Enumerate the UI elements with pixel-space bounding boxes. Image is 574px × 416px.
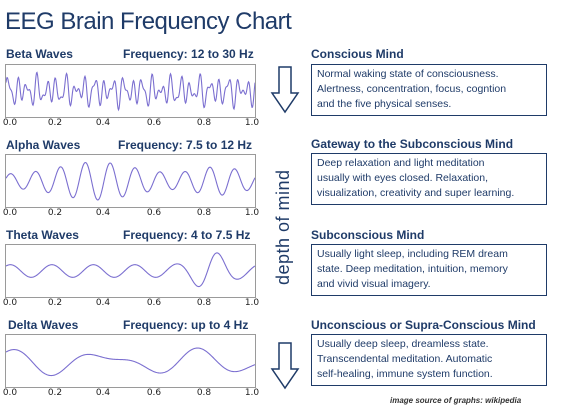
down-arrow-icon bbox=[270, 66, 300, 114]
tick-label: 0.0 bbox=[2, 388, 18, 398]
tick-label: 0.6 bbox=[146, 388, 162, 398]
section-box-subconscious: Usually light sleep, including REM dream… bbox=[311, 244, 547, 296]
description-line: visualization, creativity and super lear… bbox=[317, 187, 515, 199]
description-line: usually with eyes closed. Relaxation, bbox=[317, 172, 489, 184]
beta-waves-label: Beta Waves bbox=[6, 47, 73, 61]
tick-label: 1.0 bbox=[244, 208, 260, 218]
depth-of-mind-label: depth of mind bbox=[273, 169, 293, 285]
tick-label: 0.4 bbox=[95, 118, 111, 128]
alpha-wave-graph bbox=[5, 161, 256, 201]
description-line: Alertness, concentration, focus, cogntio… bbox=[317, 83, 507, 95]
description-line: Normal waking state of consciousness. bbox=[317, 68, 499, 80]
down-arrow-icon bbox=[270, 342, 300, 390]
tick-label: 0.2 bbox=[47, 388, 63, 398]
description-line: Usually light sleep, including REM dream bbox=[317, 248, 508, 260]
section-title-gateway: Gateway to the Subconscious Mind bbox=[311, 137, 514, 151]
tick-label: 0.4 bbox=[95, 388, 111, 398]
tick-label: 1.0 bbox=[244, 298, 260, 308]
tick-label: 0.8 bbox=[196, 388, 212, 398]
beta-wave-line bbox=[5, 71, 256, 112]
tick-label: 0.8 bbox=[196, 298, 212, 308]
description-line: state. Deep meditation, intuition, memor… bbox=[317, 263, 508, 275]
tick-label: 1.0 bbox=[244, 388, 260, 398]
tick-label: 0.2 bbox=[47, 118, 63, 128]
alpha-wave-line bbox=[5, 161, 256, 201]
description-line: Usually deep sleep, dreamless state. bbox=[317, 338, 489, 350]
delta-wave-plot bbox=[5, 334, 256, 388]
beta-frequency-label: Frequency: 12 to 30 Hz bbox=[123, 47, 254, 61]
section-box-unconscious: Usually deep sleep, dreamless state. Tra… bbox=[311, 334, 547, 386]
delta-waves-label: Delta Waves bbox=[8, 318, 79, 332]
description-line: self-healing, immune system function. bbox=[317, 368, 493, 380]
image-source-note: image source of graphs: wikipedia bbox=[390, 396, 522, 405]
description-line: Deep relaxation and light meditation bbox=[317, 157, 485, 169]
tick-label: 0.4 bbox=[95, 298, 111, 308]
theta-wave-line bbox=[5, 252, 256, 288]
beta-wave-graph bbox=[5, 71, 256, 112]
tick-label: 0.4 bbox=[95, 208, 111, 218]
theta-waves-label: Theta Waves bbox=[6, 228, 79, 242]
theta-x-ticks: 0.0 0.2 0.4 0.6 0.8 1.0 bbox=[0, 298, 270, 310]
tick-label: 0.6 bbox=[146, 118, 162, 128]
tick-label: 0.6 bbox=[146, 208, 162, 218]
section-box-gateway: Deep relaxation and light meditation usu… bbox=[311, 153, 547, 205]
tick-label: 0.0 bbox=[2, 298, 18, 308]
alpha-waves-label: Alpha Waves bbox=[6, 138, 81, 152]
tick-label: 0.6 bbox=[146, 298, 162, 308]
delta-wave-graph bbox=[5, 347, 256, 377]
section-box-conscious: Normal waking state of consciousness. Al… bbox=[311, 64, 547, 116]
section-title-subconscious: Subconscious Mind bbox=[311, 228, 425, 242]
section-title-conscious: Conscious Mind bbox=[311, 47, 404, 61]
delta-x-ticks: 0.0 0.2 0.4 0.6 0.8 1.0 bbox=[0, 388, 270, 400]
section-title-unconscious: Unconscious or Supra-Conscious Mind bbox=[311, 318, 536, 332]
tick-label: 0.0 bbox=[2, 208, 18, 218]
page-title: EEG Brain Frequency Chart bbox=[5, 8, 292, 35]
alpha-x-ticks: 0.0 0.2 0.4 0.6 0.8 1.0 bbox=[0, 208, 270, 220]
tick-label: 0.8 bbox=[196, 208, 212, 218]
alpha-frequency-label: Frequency: 7.5 to 12 Hz bbox=[118, 138, 253, 152]
theta-wave-graph bbox=[5, 252, 256, 288]
description-line: and vivid visual imagery. bbox=[317, 278, 431, 290]
theta-wave-plot bbox=[5, 244, 256, 298]
delta-wave-line bbox=[5, 347, 256, 377]
description-line: Transcendental meditation. Automatic bbox=[317, 353, 493, 365]
beta-wave-plot bbox=[5, 64, 256, 118]
tick-label: 1.0 bbox=[244, 118, 260, 128]
tick-label: 0.2 bbox=[47, 208, 63, 218]
alpha-wave-plot bbox=[5, 154, 256, 208]
delta-frequency-label: Frequency: up to 4 Hz bbox=[123, 318, 249, 332]
description-line: and the five physical senses. bbox=[317, 98, 452, 110]
beta-x-ticks: 0.0 0.2 0.4 0.6 0.8 1.0 bbox=[0, 118, 270, 130]
tick-label: 0.0 bbox=[2, 118, 18, 128]
tick-label: 0.8 bbox=[196, 118, 212, 128]
tick-label: 0.2 bbox=[47, 298, 63, 308]
theta-frequency-label: Frequency: 4 to 7.5 Hz bbox=[123, 228, 251, 242]
